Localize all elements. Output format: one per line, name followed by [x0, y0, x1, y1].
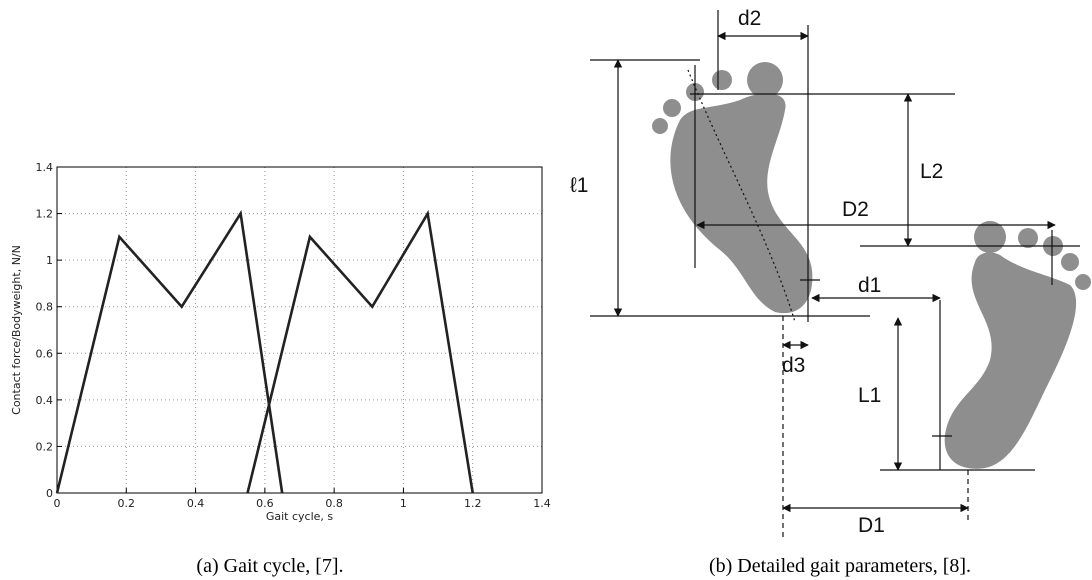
dimension-label: ℓ1 — [570, 174, 588, 197]
y-tick-label: 0.4 — [36, 394, 54, 407]
gait-chart: 0 0.2 0.4 0.6 0.8 1 1.2 1.4 0 0.2 0.4 0.6 0.8 1 1.2 1.4… — [10, 161, 551, 523]
y-tick-label: 1.2 — [36, 208, 54, 221]
dimension-lines — [590, 10, 1080, 540]
y-tick-label: 0.2 — [36, 440, 54, 453]
dimension-label: d2 — [738, 7, 761, 30]
x-axis-label: Gait cycle, s — [266, 510, 334, 523]
data-line — [55, 209, 284, 494]
x-tick-label: 1.4 — [533, 497, 551, 510]
x-tick-label: 0 — [54, 497, 61, 510]
y-tick-label: 1 — [46, 254, 53, 267]
x-tick-label: 0.4 — [187, 497, 205, 510]
plot-area — [57, 167, 542, 493]
dimension-label: d3 — [782, 354, 805, 377]
y-axis-label: Contact force/Bodyweight, N/N — [10, 245, 23, 415]
x-tick-label: 1 — [400, 497, 407, 510]
gait-diagram: d2 ℓ1 L2 D2 d1 d3 L1 D1 — [570, 7, 1091, 540]
y-tick-label: 1.4 — [36, 161, 54, 174]
y-tick-label: 0.8 — [36, 301, 54, 314]
caption: (b) Detailed gait parameters, [8]. — [709, 555, 971, 577]
caption: (a) Gait cycle, [7]. — [196, 555, 343, 577]
data-line — [246, 209, 474, 494]
x-tick-label: 0.8 — [325, 497, 343, 510]
y-tick-label: 0 — [46, 487, 53, 500]
dimension-label: L2 — [920, 160, 943, 183]
axes-frame — [56, 166, 543, 494]
dimension-label: d1 — [858, 274, 881, 297]
right-foot — [944, 221, 1091, 469]
x-tick-label: 1.2 — [464, 497, 482, 510]
x-tick-label: 0.2 — [118, 497, 136, 510]
dimension-label: L1 — [858, 384, 881, 407]
dimension-label: D1 — [858, 514, 885, 537]
dimension-label: D2 — [842, 198, 869, 221]
x-tick-label: 0.6 — [256, 497, 274, 510]
y-tick-label: 0.6 — [36, 347, 54, 360]
left-foot — [652, 62, 813, 314]
